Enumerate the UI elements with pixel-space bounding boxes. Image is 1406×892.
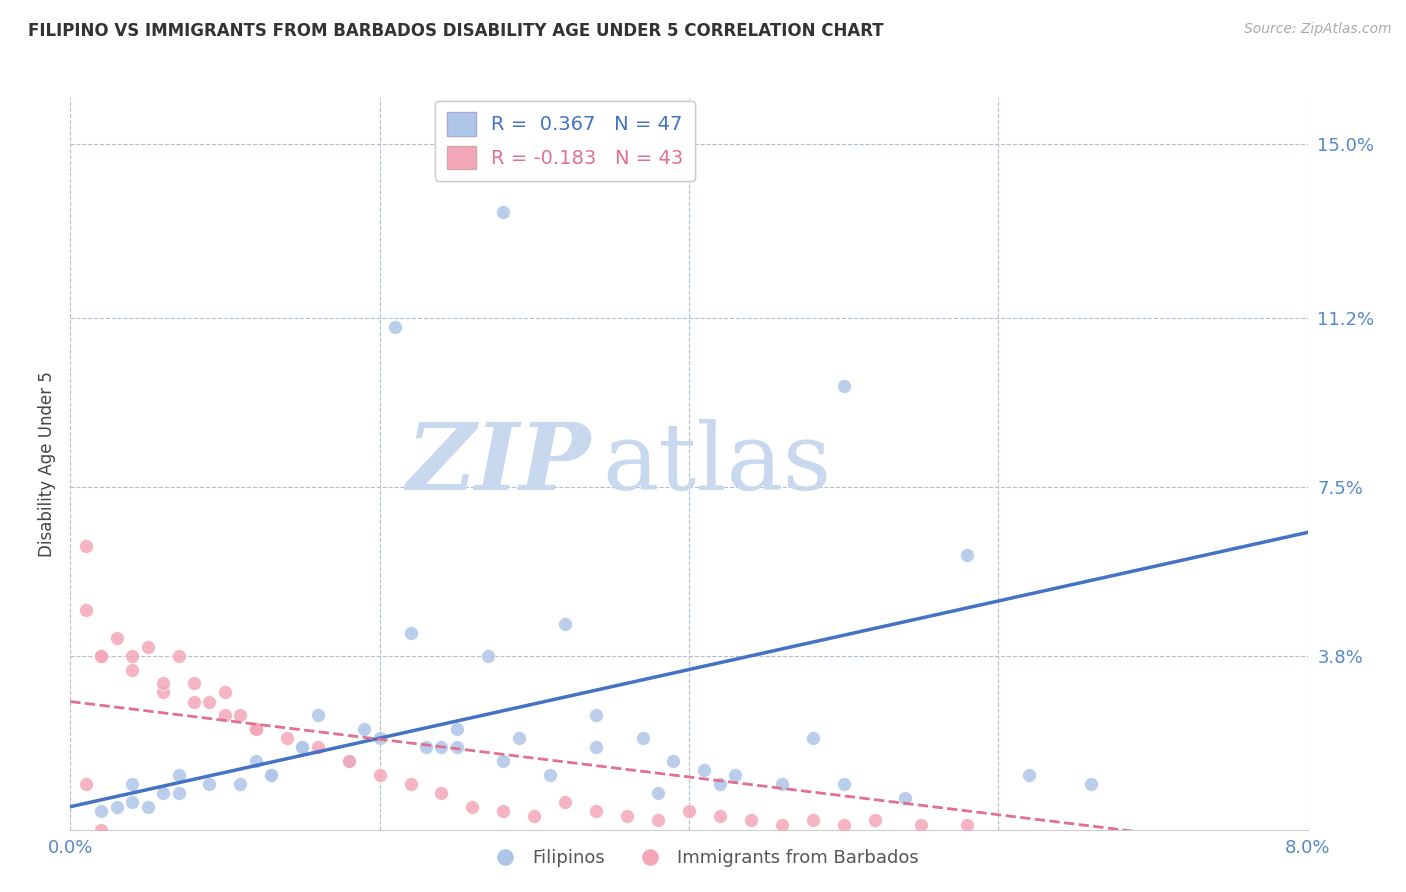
Point (245, 754, 267, 768)
Text: FILIPINO VS IMMIGRANTS FROM BARBADOS DISABILITY AGE UNDER 5 CORRELATION CHART: FILIPINO VS IMMIGRANTS FROM BARBADOS DIS… (28, 22, 884, 40)
Point (260, 767, 283, 781)
Point (863, 814, 886, 828)
Point (214, 685, 236, 699)
Point (523, 809, 546, 823)
Point (136, 799, 159, 814)
Point (229, 708, 252, 723)
Point (75, 777, 97, 791)
Point (724, 767, 747, 781)
Point (260, 767, 283, 781)
Point (245, 722, 267, 736)
Text: Source: ZipAtlas.com: Source: ZipAtlas.com (1244, 22, 1392, 37)
Point (894, 790, 917, 805)
Point (430, 786, 453, 800)
Point (105, 631, 128, 645)
Point (198, 777, 221, 791)
Point (770, 818, 793, 832)
Y-axis label: Disability Age Under 5: Disability Age Under 5 (38, 371, 56, 557)
Point (167, 648, 190, 663)
Point (214, 708, 236, 723)
Point (1080, 777, 1102, 791)
Point (647, 814, 669, 828)
Point (585, 805, 607, 819)
Point (307, 740, 329, 755)
Point (801, 731, 824, 746)
Point (678, 805, 700, 819)
Point (709, 809, 731, 823)
Point (801, 814, 824, 828)
Point (353, 722, 375, 736)
Point (446, 740, 468, 755)
Point (956, 548, 979, 563)
Point (492, 205, 515, 219)
Point (709, 777, 731, 791)
Point (554, 616, 576, 631)
Point (832, 818, 855, 832)
Point (461, 799, 484, 814)
Point (693, 763, 716, 777)
Point (337, 754, 360, 768)
Point (430, 740, 453, 755)
Point (307, 708, 329, 723)
Legend: R =  0.367   N = 47, R = -0.183   N = 43: R = 0.367 N = 47, R = -0.183 N = 43 (434, 101, 696, 181)
Point (631, 731, 654, 746)
Point (368, 731, 391, 746)
Point (183, 694, 205, 708)
Point (415, 740, 437, 755)
Text: ZIP: ZIP (406, 419, 591, 508)
Point (121, 777, 143, 791)
Point (90, 648, 112, 663)
Point (554, 795, 576, 809)
Point (291, 740, 314, 755)
Point (152, 786, 174, 800)
Legend: Filipinos, Immigrants from Barbados: Filipinos, Immigrants from Barbados (479, 842, 927, 874)
Point (229, 777, 252, 791)
Point (152, 685, 174, 699)
Point (832, 777, 855, 791)
Point (538, 767, 561, 781)
Point (121, 663, 143, 677)
Point (399, 626, 422, 640)
Point (956, 818, 979, 832)
Point (1018, 767, 1040, 781)
Point (384, 319, 406, 334)
Text: atlas: atlas (602, 419, 831, 508)
Point (585, 708, 607, 723)
Point (75, 539, 97, 553)
Point (105, 799, 128, 814)
Point (477, 648, 499, 663)
Point (183, 676, 205, 690)
Point (245, 722, 267, 736)
Point (276, 731, 298, 746)
Point (136, 640, 159, 654)
Point (647, 786, 669, 800)
Point (337, 754, 360, 768)
Point (585, 740, 607, 755)
Point (90, 822, 112, 837)
Point (90, 648, 112, 663)
Point (90, 805, 112, 819)
Point (167, 786, 190, 800)
Point (167, 767, 190, 781)
Point (508, 731, 530, 746)
Point (492, 805, 515, 819)
Point (492, 754, 515, 768)
Point (910, 818, 932, 832)
Point (291, 740, 314, 755)
Point (75, 603, 97, 617)
Point (121, 795, 143, 809)
Point (446, 722, 468, 736)
Point (770, 777, 793, 791)
Point (152, 676, 174, 690)
Point (616, 809, 638, 823)
Point (198, 694, 221, 708)
Point (740, 814, 762, 828)
Point (832, 379, 855, 393)
Point (121, 648, 143, 663)
Point (368, 767, 391, 781)
Point (662, 754, 685, 768)
Point (399, 777, 422, 791)
